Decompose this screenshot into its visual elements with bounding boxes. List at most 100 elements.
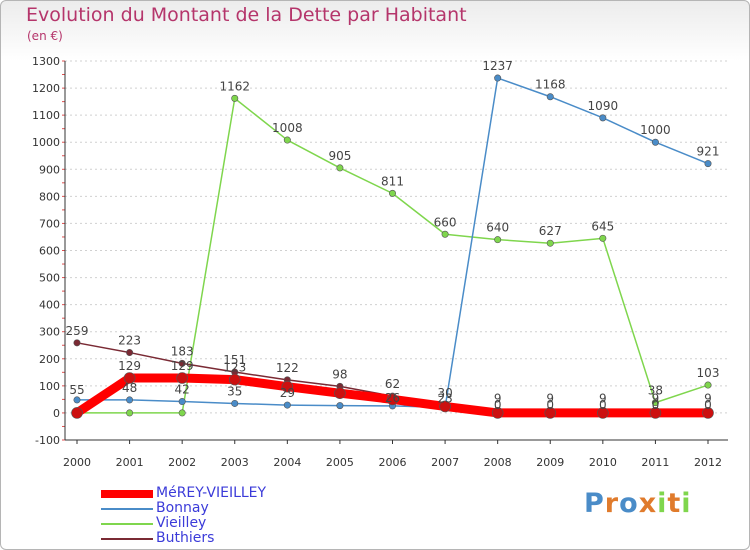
chart-subtitle: (en €) <box>27 29 63 43</box>
y-tick-label: 600 <box>39 245 60 258</box>
data-point <box>334 387 346 399</box>
data-point <box>73 396 81 404</box>
x-tick-label: 2001 <box>116 456 144 469</box>
data-label: 660 <box>434 215 457 229</box>
x-tick-label: 2010 <box>589 456 617 469</box>
x-tick-label: 2002 <box>168 456 196 469</box>
data-label: 129 <box>118 359 141 373</box>
data-point <box>231 399 239 407</box>
logo-letter: i <box>681 488 692 519</box>
data-point <box>336 164 344 172</box>
logo-letter: r <box>604 488 620 519</box>
data-label-extra: 55 <box>69 383 84 397</box>
logo-letter: P <box>584 488 605 519</box>
data-point <box>599 114 607 122</box>
logo-letter: o <box>619 488 639 519</box>
data-label: 921 <box>697 145 720 159</box>
data-point <box>231 94 239 102</box>
y-tick-label: 1000 <box>32 136 60 149</box>
data-label: 1162 <box>219 79 250 93</box>
x-tick-label: 2006 <box>379 456 407 469</box>
data-point <box>649 407 662 419</box>
data-label: 1237 <box>482 59 513 73</box>
data-point <box>491 407 504 419</box>
x-tick-label: 2012 <box>694 456 722 469</box>
y-tick-label: -100 <box>35 434 60 447</box>
data-label: 123 <box>223 361 246 375</box>
data-label: 645 <box>591 219 614 233</box>
legend-swatches <box>101 490 153 540</box>
data-point <box>178 409 186 417</box>
data-label-extra: 0 <box>652 398 660 412</box>
x-tick-label: 2007 <box>431 456 459 469</box>
data-label-extra: 23 <box>437 392 452 406</box>
logo-letter: x <box>638 488 658 519</box>
data-label: 259 <box>66 324 89 338</box>
data-point <box>71 407 83 419</box>
data-point <box>178 359 186 367</box>
y-tick-label: 100 <box>39 380 60 393</box>
data-point <box>386 393 399 406</box>
y-tick-label: 1100 <box>32 109 60 122</box>
logo-letter: t <box>667 488 682 519</box>
data-point <box>73 339 81 347</box>
data-label: 151 <box>223 353 246 367</box>
data-point <box>281 380 294 393</box>
data-point <box>126 409 134 417</box>
x-tick-label: 2004 <box>273 456 301 469</box>
data-label: 30 <box>437 386 452 400</box>
data-point <box>388 189 396 197</box>
data-point <box>123 372 136 384</box>
data-label: 627 <box>539 224 562 238</box>
legend-label-buthiers: Buthiers <box>156 530 215 546</box>
data-point <box>599 234 607 242</box>
y-tick-label: 0 <box>53 407 60 420</box>
proxiti-logo: Proxiti <box>584 488 692 519</box>
data-point <box>597 407 609 419</box>
data-point <box>439 400 451 413</box>
data-label: 103 <box>697 366 720 380</box>
data-label-extra: 0 <box>494 398 502 412</box>
y-tick-label: 500 <box>39 272 60 285</box>
data-label: 122 <box>276 361 299 375</box>
data-label: 9 <box>704 391 712 405</box>
data-label: 48 <box>122 381 137 395</box>
data-label-extra: 26 <box>385 391 400 405</box>
data-label: 62 <box>385 377 400 391</box>
data-label: 9 <box>546 391 554 405</box>
y-tick-label: 800 <box>39 190 60 203</box>
data-point <box>178 398 186 406</box>
data-point <box>176 372 188 384</box>
y-tick-label: 200 <box>39 353 60 366</box>
data-label: 811 <box>381 174 404 188</box>
chart-title: Evolution du Montant de la Dette par Hab… <box>26 4 467 26</box>
data-point <box>546 93 554 101</box>
legend-label-merey: MéREY-VIEILLEY <box>156 485 267 501</box>
data-label: 183 <box>171 344 194 358</box>
data-label: 9 <box>494 391 502 405</box>
data-label: 640 <box>486 221 509 235</box>
y-tick-label: 700 <box>39 217 60 230</box>
data-label: 1000 <box>640 123 671 137</box>
data-point <box>441 230 449 238</box>
data-label-extra: 0 <box>546 398 554 412</box>
data-point <box>494 74 502 82</box>
data-point <box>544 407 557 419</box>
data-point <box>228 373 241 386</box>
data-label: 1090 <box>588 99 619 113</box>
data-point <box>494 236 502 244</box>
y-tick-label: 300 <box>39 326 60 339</box>
data-point <box>126 349 134 357</box>
data-point <box>704 381 712 389</box>
data-label: 29 <box>280 386 295 400</box>
data-label-extra: 0 <box>599 398 607 412</box>
logo-letter: i <box>657 488 668 519</box>
data-point <box>702 407 714 419</box>
data-label: 1008 <box>272 121 303 135</box>
x-tick-label: 2008 <box>484 456 512 469</box>
data-label: 129 <box>171 359 194 373</box>
x-tick-label: 2000 <box>63 456 91 469</box>
data-label: 38 <box>648 384 663 398</box>
